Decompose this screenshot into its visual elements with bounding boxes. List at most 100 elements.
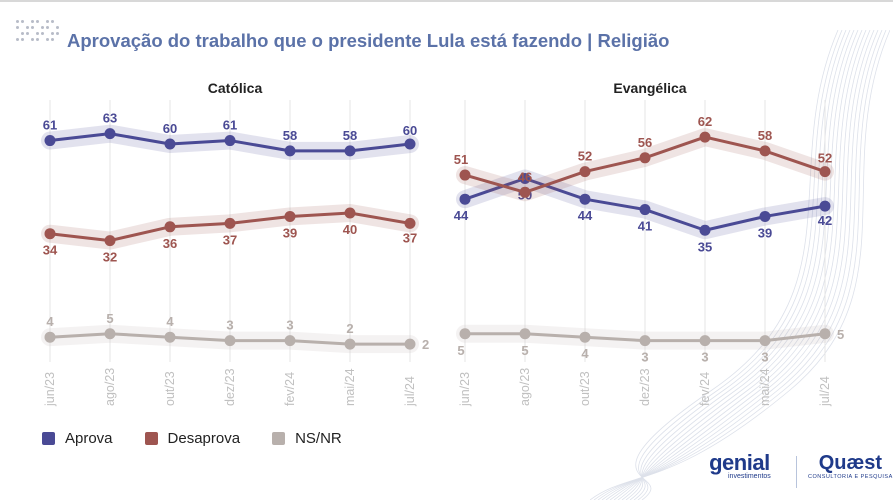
data-label-desaprova: 62 (698, 114, 712, 129)
data-point-aprova (224, 135, 236, 147)
tick-label: jun/23 (43, 372, 57, 407)
data-point-desaprova (819, 166, 831, 178)
quaest-logo-sub: CONSULTORIA E PESQUISA (808, 474, 893, 480)
top-border (0, 0, 893, 2)
data-point-desaprova (759, 145, 771, 157)
data-label-desaprova: 32 (103, 250, 117, 265)
brand-divider (796, 456, 797, 488)
data-label-nsnr: 5 (837, 327, 844, 342)
dot (21, 20, 24, 23)
dot (51, 38, 54, 41)
data-label-aprova: 61 (43, 118, 57, 133)
genial-logo-sub: investimentos (728, 473, 771, 480)
panel-title-catolica: Católica (207, 80, 263, 96)
data-label-nsnr: 3 (761, 350, 768, 365)
data-point-aprova (404, 138, 416, 150)
data-label-nsnr: 2 (346, 321, 353, 336)
data-point-nsnr (519, 328, 531, 340)
data-label-desaprova: 40 (343, 222, 357, 237)
data-point-aprova (519, 173, 531, 184)
dot (51, 20, 54, 23)
data-label-nsnr: 5 (521, 343, 528, 358)
wave-line (625, 30, 855, 500)
data-label-nsnr: 3 (226, 318, 233, 333)
legend-label-desaprova: Desaprova (167, 430, 241, 447)
data-point-desaprova (459, 169, 471, 181)
quaest-logo: Quæst CONSULTORIA E PESQUISA (808, 452, 893, 480)
wave-line (617, 30, 863, 500)
dot (26, 32, 29, 35)
data-point-desaprova (44, 228, 56, 240)
data-label-aprova: 58 (283, 128, 297, 143)
legend-swatch-nsnr (272, 432, 286, 445)
data-label-desaprova: 36 (163, 236, 177, 251)
data-label-aprova: 63 (103, 111, 117, 126)
data-label-desaprova: 46 (518, 169, 532, 184)
data-point-nsnr (759, 335, 771, 347)
data-label-desaprova: 34 (43, 243, 58, 258)
tick-label: jun/23 (458, 372, 472, 407)
dot-pattern-icon (16, 20, 60, 46)
dot (16, 38, 19, 41)
data-point-aprova (104, 128, 116, 140)
dot (46, 38, 49, 41)
data-label-desaprova: 52 (578, 149, 592, 164)
data-label-aprova: 61 (223, 118, 237, 133)
legend-label-nsnr: NS/NR (295, 430, 342, 447)
data-point-aprova (819, 200, 831, 212)
wave-line (633, 30, 847, 500)
decorative-waves-icon (590, 30, 890, 500)
data-point-aprova (284, 145, 296, 157)
data-label-nsnr: 4 (46, 314, 54, 329)
data-point-nsnr (639, 335, 651, 347)
data-label-nsnr: 5 (106, 311, 113, 326)
dot (31, 38, 34, 41)
data-label-nsnr: 5 (457, 343, 464, 358)
data-label-aprova: 58 (343, 128, 357, 143)
page-title: Aprovação do trabalho que o presidente L… (67, 30, 670, 51)
data-point-aprova (699, 224, 711, 236)
wave-line (629, 30, 851, 500)
data-point-nsnr (104, 328, 116, 340)
data-label-aprova: 60 (403, 123, 417, 138)
data-point-desaprova (344, 207, 356, 219)
legend: Aprova Desaprova NS/NR (42, 430, 374, 447)
data-label-aprova: 39 (758, 225, 772, 240)
data-label-desaprova: 56 (638, 135, 652, 150)
dot (51, 32, 54, 35)
data-point-desaprova (164, 221, 176, 233)
data-label-nsnr: 4 (166, 314, 174, 329)
data-point-aprova (459, 193, 471, 205)
wave-line (621, 30, 859, 500)
dot (16, 20, 19, 23)
dot (21, 32, 24, 35)
data-point-aprova (344, 145, 356, 157)
genial-logo: genial investimentos (708, 450, 771, 481)
data-label-nsnr: 2 (422, 337, 429, 352)
tick-label: jul/24 (403, 376, 417, 407)
data-point-aprova (639, 204, 651, 216)
data-label-desaprova: 52 (818, 151, 832, 166)
data-point-nsnr (699, 335, 711, 347)
dot (31, 26, 34, 29)
data-point-aprova (759, 210, 771, 222)
legend-label-aprova: Aprova (65, 430, 113, 447)
data-label-desaprova: 37 (223, 232, 237, 247)
data-point-nsnr (224, 335, 236, 347)
genial-logo-name: genial (709, 450, 770, 475)
data-label-aprova: 44 (454, 208, 469, 223)
dot (31, 20, 34, 23)
data-point-desaprova (404, 217, 416, 229)
data-point-nsnr (404, 338, 416, 350)
wave-line (637, 30, 843, 500)
data-point-desaprova (104, 235, 116, 247)
dot (26, 26, 29, 29)
data-point-nsnr (164, 331, 176, 343)
data-point-aprova (44, 135, 56, 147)
tick-label: jul/24 (818, 376, 832, 407)
data-label-nsnr: 3 (701, 350, 708, 365)
data-point-desaprova (579, 166, 591, 178)
data-point-aprova (579, 193, 591, 205)
legend-item-aprova: Aprova (42, 430, 113, 447)
data-label-desaprova: 39 (283, 225, 297, 240)
